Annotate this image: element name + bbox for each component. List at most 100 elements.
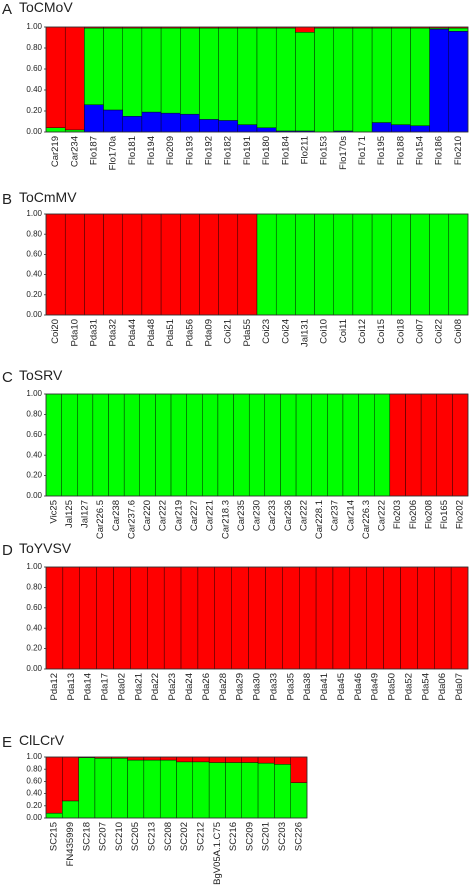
bar-segment	[311, 393, 328, 497]
bar-segment	[186, 393, 203, 497]
y-tick-label: 0.80	[26, 764, 42, 773]
bar-segment	[315, 566, 334, 670]
x-tick-label: Pda51	[165, 319, 176, 346]
bar-segment	[122, 116, 143, 133]
bar-segment	[139, 393, 156, 497]
bar-segment	[122, 213, 143, 316]
bar-segment	[160, 27, 181, 114]
bar-segment	[218, 27, 239, 121]
bar-segment	[265, 566, 283, 670]
bar-segment	[45, 127, 66, 133]
bar-segment	[391, 27, 411, 125]
y-tick-label: 0.60	[26, 777, 42, 786]
x-tick-label: Car226.5	[95, 500, 106, 539]
bar-segment	[62, 756, 79, 802]
bar-segment	[62, 800, 79, 819]
bar-segment	[159, 759, 177, 819]
x-tick-label: Car222	[377, 500, 388, 531]
bar-segment	[84, 27, 104, 105]
x-tick-label: Car230	[252, 500, 263, 531]
bar-segment	[352, 213, 373, 316]
bar-segment	[45, 393, 62, 497]
x-tick-label: Car226.3	[361, 500, 372, 539]
x-tick-label: Pda33	[268, 673, 279, 700]
bar-segment	[429, 213, 450, 316]
bar-segment	[371, 213, 392, 316]
bar-segment	[257, 762, 275, 819]
x-tick-label: Pda22	[150, 673, 161, 700]
bar-segment	[217, 393, 234, 497]
bar-segment	[256, 27, 277, 128]
bar-segment	[92, 393, 109, 497]
x-tick-label: Flo206	[408, 500, 419, 529]
bar-segment	[290, 782, 308, 819]
x-tick-label: Pda30	[252, 673, 263, 700]
x-tick-label: Pda50	[387, 673, 398, 700]
chart-title: ClLCrV	[19, 732, 65, 748]
bar-segment	[84, 213, 104, 316]
x-tick-label: Jal127	[80, 500, 91, 528]
bar-segment	[275, 27, 296, 132]
bar-segment	[78, 757, 96, 819]
x-tick-label: Coi11	[338, 319, 349, 343]
bar-segment	[295, 213, 315, 316]
bar-segment	[202, 393, 219, 497]
bar-segment	[452, 393, 469, 497]
x-tick-label: Flo211	[299, 136, 310, 164]
x-tick-label: Pda28	[218, 673, 229, 700]
x-tick-label: SC202	[179, 822, 190, 851]
x-tick-label: Car222	[158, 500, 169, 531]
x-tick-label: Car219	[173, 500, 184, 531]
x-tick-label: Flo193	[184, 136, 195, 165]
bar-segment	[314, 213, 334, 316]
bar-segment	[429, 28, 450, 133]
bar-segment	[366, 566, 384, 670]
x-tick-label: Flo195	[376, 136, 387, 165]
x-tick-label: Pda55	[242, 319, 253, 346]
x-tick-label: Pda09	[204, 319, 215, 346]
x-tick-label: Flo188	[395, 136, 406, 165]
x-tick-label: Pda12	[49, 673, 60, 700]
bar-segment	[241, 762, 259, 819]
bar-segment	[180, 27, 200, 115]
bar-segment	[282, 566, 300, 670]
bar-segment	[400, 566, 418, 670]
bar-segment	[405, 393, 422, 497]
x-tick-label: Pda48	[146, 319, 157, 346]
bar-segment	[257, 756, 275, 764]
x-tick-label: Flo154	[415, 136, 426, 165]
bar-segment	[358, 393, 375, 497]
x-tick-label: Car219	[50, 136, 61, 167]
bar-segment	[141, 213, 162, 316]
x-tick-label: Pda06	[437, 673, 448, 700]
bar-segment	[256, 213, 277, 316]
bar-segment	[62, 566, 80, 670]
bar-segment	[274, 764, 291, 819]
bar-segment	[176, 756, 194, 763]
bar-segment	[197, 566, 215, 670]
x-tick-label: SC216	[228, 822, 239, 851]
bar-segment	[130, 566, 148, 670]
y-tick-label: 0.20	[26, 471, 42, 480]
x-tick-label: Coi20	[50, 319, 61, 344]
chart-title: ToCMoV	[19, 0, 73, 15]
bar-segment	[108, 393, 125, 497]
x-tick-label: Coi15	[376, 319, 387, 344]
y-tick-label: 0.00	[26, 310, 42, 319]
plot-frame	[45, 756, 308, 819]
x-tick-label: Coi07	[415, 319, 426, 344]
bar-segment	[199, 27, 219, 120]
bar-segment	[141, 111, 162, 133]
bar-segment	[180, 213, 200, 316]
y-tick-label: 0.00	[26, 813, 42, 822]
y-tick-label: 0.00	[26, 491, 42, 500]
x-tick-label: Pda32	[108, 319, 119, 346]
y-tick-label: 0.20	[26, 801, 42, 810]
plot-frame	[45, 566, 469, 670]
plot-frame	[45, 393, 469, 497]
bar-segment	[176, 761, 194, 819]
x-tick-label: BgV05A.1.C75	[212, 822, 223, 885]
bar-segment	[280, 393, 297, 497]
x-tick-label: Pda21	[133, 673, 144, 700]
bar-segment	[332, 566, 351, 670]
